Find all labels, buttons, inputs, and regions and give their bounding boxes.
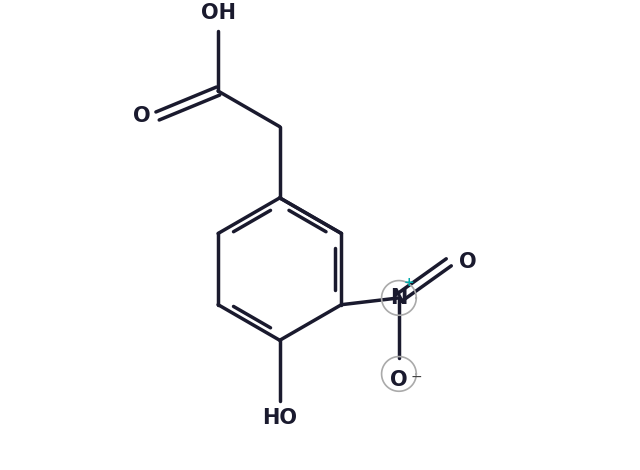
Text: −: −	[410, 369, 422, 384]
Text: O: O	[132, 106, 150, 126]
Text: N: N	[390, 288, 408, 308]
Text: O: O	[459, 252, 476, 272]
Text: O: O	[390, 369, 408, 390]
Text: +: +	[403, 276, 414, 289]
Text: OH: OH	[200, 3, 236, 23]
Text: HO: HO	[262, 408, 297, 428]
